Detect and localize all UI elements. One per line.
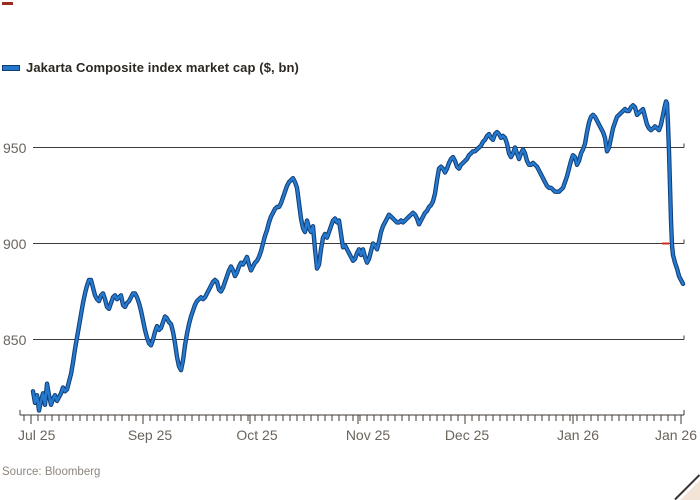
y-axis-label: 950 <box>3 139 27 156</box>
y-axis-label: 850 <box>3 331 27 348</box>
x-axis-label: Oct 25 <box>236 427 278 443</box>
legend-line-swatch-icon <box>2 64 20 71</box>
source-note: Source: Bloomberg <box>2 466 101 478</box>
legend-label: Jakarta Composite index market cap ($, b… <box>26 60 299 75</box>
x-axis-label: Jan 26 <box>556 427 600 443</box>
y-axis-label: 900 <box>3 235 27 252</box>
x-axis-label: Nov 25 <box>345 427 391 443</box>
x-axis-label: Jul 25 <box>18 427 56 443</box>
x-axis-label: Jan 26 <box>654 427 697 443</box>
x-axis-label: Sep 25 <box>127 427 173 443</box>
corner-diagonal-line <box>674 474 700 500</box>
corner-triangle-mark <box>680 480 700 500</box>
legend: Jakarta Composite index market cap ($, b… <box>2 60 299 75</box>
brand-dash <box>2 2 13 5</box>
series-line <box>31 100 685 412</box>
x-axis-label: Dec 25 <box>444 427 490 443</box>
